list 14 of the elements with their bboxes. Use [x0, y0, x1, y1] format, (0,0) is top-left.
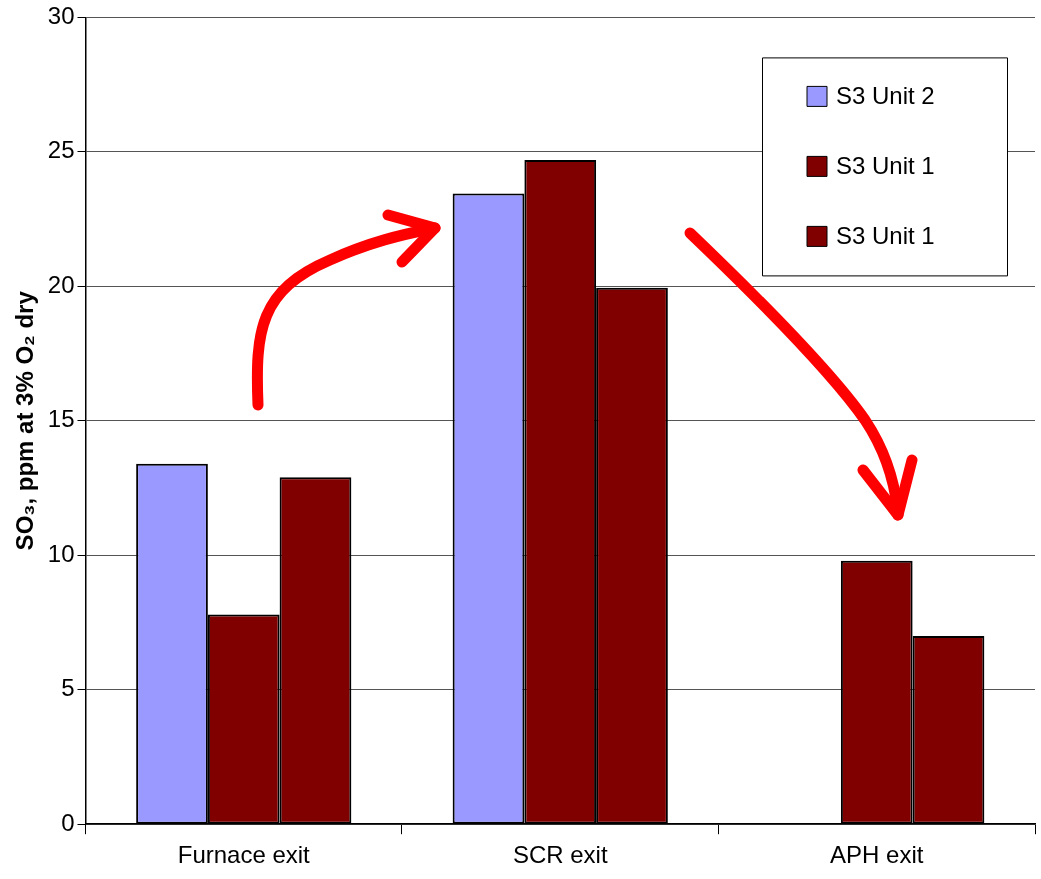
- y-tick-label: 25: [47, 136, 75, 164]
- x-tick-label: Furnace exit: [177, 841, 311, 869]
- legend-label: S3 Unit 1: [836, 152, 935, 180]
- y-tick-label: 20: [47, 270, 75, 298]
- x-tick-label: APH exit: [830, 841, 924, 869]
- legend-label: S3 Unit 1: [836, 222, 935, 250]
- y-tick-label: 5: [61, 674, 75, 702]
- x-tick-label: SCR exit: [512, 841, 608, 869]
- legend-label: S3 Unit 2: [836, 82, 935, 110]
- y-tick-label: 0: [61, 808, 75, 836]
- y-tick-label: 10: [47, 539, 75, 567]
- y-axis-title: SO₃, ppm at 3% O₂ dry: [11, 290, 39, 551]
- y-tick-label: 15: [47, 405, 75, 433]
- y-tick-label: 30: [47, 2, 75, 30]
